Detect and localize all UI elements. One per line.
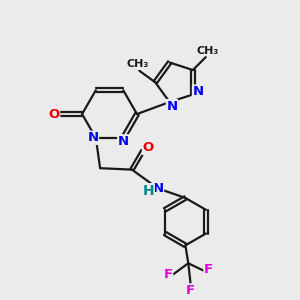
Text: F: F: [204, 263, 213, 276]
Text: CH₃: CH₃: [127, 59, 149, 69]
Text: F: F: [164, 268, 172, 281]
Text: O: O: [48, 108, 60, 121]
Text: F: F: [186, 284, 195, 297]
Text: CH₃: CH₃: [196, 46, 218, 56]
Text: N: N: [87, 131, 98, 144]
Text: N: N: [118, 135, 129, 148]
Text: N: N: [152, 182, 164, 195]
Text: N: N: [193, 85, 204, 98]
Text: N: N: [166, 100, 178, 112]
Text: H: H: [142, 184, 154, 198]
Text: O: O: [142, 142, 154, 154]
